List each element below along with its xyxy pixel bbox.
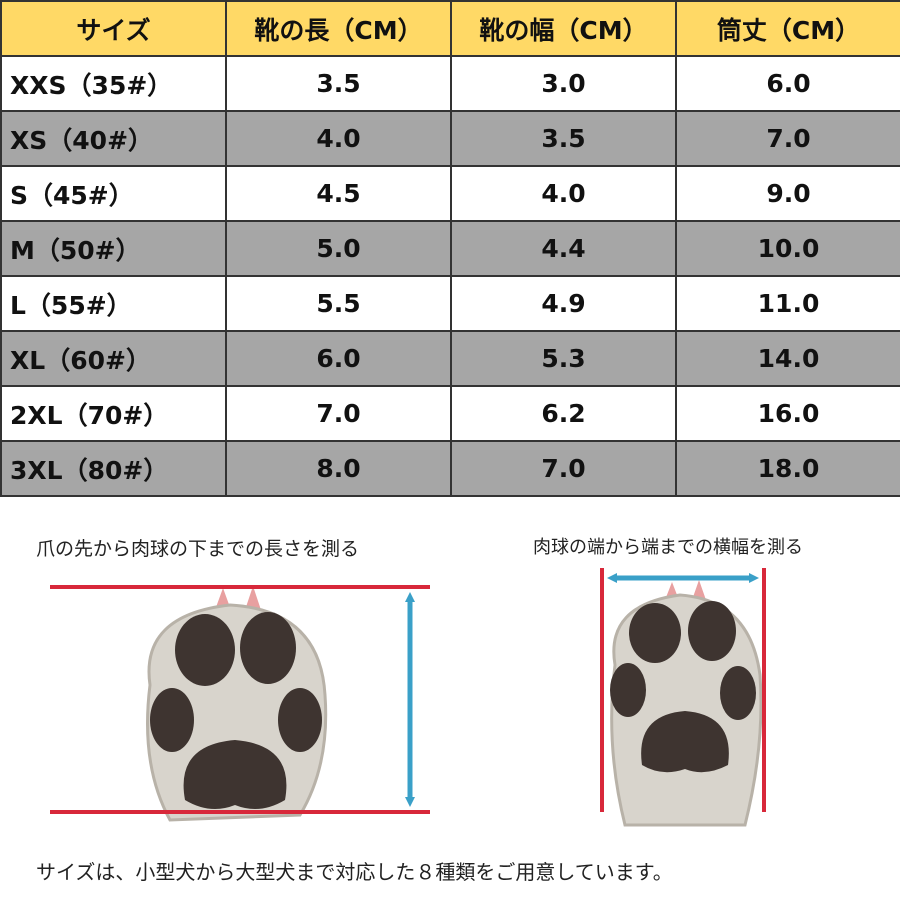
size-label: M（50#） bbox=[0, 220, 227, 277]
size-row: 3XL（80#） 8.0 7.0 18.0 bbox=[0, 440, 900, 497]
header-cell: 靴の長（CM） bbox=[225, 0, 452, 57]
size-row: M（50#） 5.0 4.4 10.0 bbox=[0, 220, 900, 277]
size-value: 5.0 bbox=[225, 220, 452, 277]
size-row: 2XL（70#） 7.0 6.2 16.0 bbox=[0, 385, 900, 442]
header-cell: 靴の幅（CM） bbox=[450, 0, 677, 57]
size-row: XS（40#） 4.0 3.5 7.0 bbox=[0, 110, 900, 167]
size-value: 16.0 bbox=[675, 385, 900, 442]
size-row: XL（60#） 6.0 5.3 14.0 bbox=[0, 330, 900, 387]
paw-right bbox=[610, 580, 763, 827]
caption-length: 爪の先から肉球の下までの長さを測る bbox=[36, 538, 360, 560]
size-label: 3XL（80#） bbox=[0, 440, 227, 497]
size-row: S（45#） 4.5 4.0 9.0 bbox=[0, 165, 900, 222]
size-label: XXS（35#） bbox=[0, 55, 227, 112]
size-value: 6.0 bbox=[225, 330, 452, 387]
size-value: 7.0 bbox=[225, 385, 452, 442]
size-value: 3.0 bbox=[450, 55, 677, 112]
size-row: XXS（35#） 3.5 3.0 6.0 bbox=[0, 55, 900, 112]
caption-width: 肉球の端から端までの横幅を測る bbox=[533, 537, 803, 558]
header-row: サイズ 靴の長（CM） 靴の幅（CM） 筒丈（CM） bbox=[0, 0, 900, 57]
size-value: 6.2 bbox=[450, 385, 677, 442]
size-value: 4.4 bbox=[450, 220, 677, 277]
size-label: L（55#） bbox=[0, 275, 227, 332]
size-value: 6.0 bbox=[675, 55, 900, 112]
size-value: 7.0 bbox=[675, 110, 900, 167]
size-value: 4.5 bbox=[225, 165, 452, 222]
size-value: 9.0 bbox=[675, 165, 900, 222]
size-value: 5.5 bbox=[225, 275, 452, 332]
size-label: XL（60#） bbox=[0, 330, 227, 387]
size-label: XS（40#） bbox=[0, 110, 227, 167]
size-value: 8.0 bbox=[225, 440, 452, 497]
size-value: 4.0 bbox=[225, 110, 452, 167]
size-value: 18.0 bbox=[675, 440, 900, 497]
size-value: 14.0 bbox=[675, 330, 900, 387]
size-value: 10.0 bbox=[675, 220, 900, 277]
size-table: サイズ 靴の長（CM） 靴の幅（CM） 筒丈（CM） XXS（35#） 3.5 3.0 6.0… bbox=[0, 0, 900, 497]
size-value: 3.5 bbox=[225, 55, 452, 112]
footer-note: サイズは、小型犬から大型犬まで対応した８種類をご用意しています。 bbox=[36, 860, 673, 884]
paw-left bbox=[146, 586, 328, 822]
size-value: 5.3 bbox=[450, 330, 677, 387]
measure-illustration bbox=[50, 568, 766, 827]
size-value: 4.9 bbox=[450, 275, 677, 332]
size-value: 3.5 bbox=[450, 110, 677, 167]
size-label: S（45#） bbox=[0, 165, 227, 222]
size-label: 2XL（70#） bbox=[0, 385, 227, 442]
size-row: L（55#） 5.5 4.9 11.0 bbox=[0, 275, 900, 332]
header-cell: サイズ bbox=[0, 0, 227, 57]
size-value: 7.0 bbox=[450, 440, 677, 497]
header-cell: 筒丈（CM） bbox=[675, 0, 900, 57]
size-value: 11.0 bbox=[675, 275, 900, 332]
size-value: 4.0 bbox=[450, 165, 677, 222]
